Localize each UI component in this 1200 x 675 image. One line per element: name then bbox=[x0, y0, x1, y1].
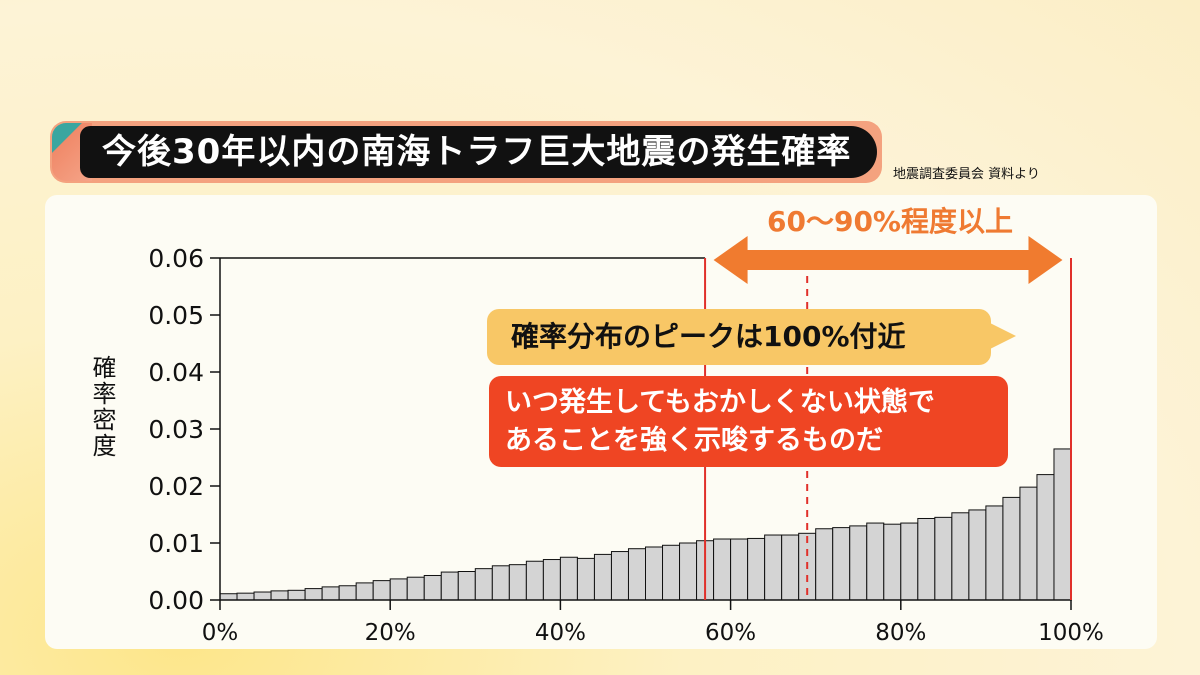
histogram-bar bbox=[406, 576, 425, 601]
histogram-bar bbox=[236, 592, 255, 601]
histogram-bar bbox=[355, 582, 374, 601]
histogram-bar bbox=[917, 517, 936, 601]
histogram-bar bbox=[866, 522, 885, 601]
x-tick-label: 40% bbox=[535, 620, 586, 646]
range-double-arrow bbox=[713, 236, 1063, 284]
range-label: 60〜90%程度以上 bbox=[767, 205, 1013, 238]
y-tick-label: 0.06 bbox=[148, 244, 204, 273]
histogram-bar bbox=[287, 589, 306, 601]
histogram-bar bbox=[832, 527, 851, 601]
histogram-bar bbox=[542, 559, 561, 601]
histogram-bar bbox=[900, 522, 919, 601]
y-axis-label: 確率密度 bbox=[88, 355, 116, 459]
histogram-bar bbox=[559, 556, 578, 601]
histogram-bar bbox=[270, 590, 289, 601]
histogram-bar bbox=[645, 546, 664, 601]
peak-callout-tail bbox=[988, 322, 1016, 350]
histogram-bar bbox=[781, 534, 800, 601]
histogram-bar bbox=[253, 591, 272, 601]
histogram-bar bbox=[627, 548, 646, 601]
peak-callout: 確率分布のピークは100%付近 bbox=[487, 309, 991, 365]
histogram-bar bbox=[304, 588, 323, 601]
histogram-bar bbox=[730, 538, 749, 601]
warning-callout: いつ発生してもおかしくない状態で あることを強く示唆するものだ bbox=[489, 376, 1008, 467]
histogram-bar bbox=[1036, 474, 1055, 601]
y-tick-label: 0.01 bbox=[148, 529, 204, 558]
x-tick-label: 20% bbox=[365, 620, 416, 646]
histogram-bar bbox=[747, 537, 766, 601]
histogram-bar bbox=[491, 565, 510, 601]
y-tick-label: 0.04 bbox=[148, 358, 204, 387]
y-tick-label: 0.05 bbox=[148, 301, 204, 330]
histogram-bar bbox=[457, 571, 476, 601]
histogram-bar bbox=[849, 525, 868, 601]
y-tick-label: 0.02 bbox=[148, 472, 204, 501]
histogram-bar bbox=[321, 586, 340, 601]
source-note: 地震調査委員会 資料より bbox=[893, 167, 1040, 182]
histogram-bar bbox=[764, 534, 783, 601]
x-tick-label: 100% bbox=[1038, 620, 1104, 646]
histogram-bar bbox=[1019, 486, 1038, 601]
histogram-bar bbox=[679, 542, 698, 601]
histogram-bar bbox=[423, 574, 442, 601]
histogram-bar bbox=[951, 512, 970, 601]
histogram-bar bbox=[440, 571, 459, 601]
histogram-bar bbox=[610, 551, 629, 601]
x-tick-label: 0% bbox=[202, 620, 239, 646]
page-title: 今後30年以内の南海トラフ巨大地震の発生確率 bbox=[80, 126, 877, 178]
histogram-bar bbox=[713, 538, 732, 601]
histogram-bar bbox=[883, 523, 902, 601]
histogram-bar bbox=[372, 580, 391, 601]
histogram-bar bbox=[389, 578, 408, 601]
x-tick-label: 80% bbox=[875, 620, 926, 646]
histogram-bar bbox=[474, 568, 493, 601]
histogram-bar bbox=[338, 585, 357, 601]
histogram-bar bbox=[985, 505, 1004, 601]
histogram-bar bbox=[1002, 496, 1021, 601]
y-tick-label: 0.03 bbox=[148, 415, 204, 444]
x-tick-label: 60% bbox=[705, 620, 756, 646]
histogram-bar bbox=[662, 544, 681, 601]
histogram-bar bbox=[508, 564, 527, 601]
histogram-bar bbox=[815, 528, 834, 601]
histogram-bar bbox=[219, 593, 238, 601]
histogram-bar bbox=[593, 553, 612, 601]
y-tick-label: 0.00 bbox=[148, 586, 204, 615]
histogram-bar bbox=[968, 509, 987, 601]
histogram-bar bbox=[1053, 448, 1072, 601]
warning-line-1: いつ発生してもおかしくない状態で bbox=[505, 387, 935, 418]
histogram-bar bbox=[525, 560, 544, 601]
histogram-bar bbox=[934, 516, 953, 601]
histogram-bar bbox=[576, 557, 595, 601]
warning-line-2: あることを強く示唆するものだ bbox=[505, 425, 883, 456]
